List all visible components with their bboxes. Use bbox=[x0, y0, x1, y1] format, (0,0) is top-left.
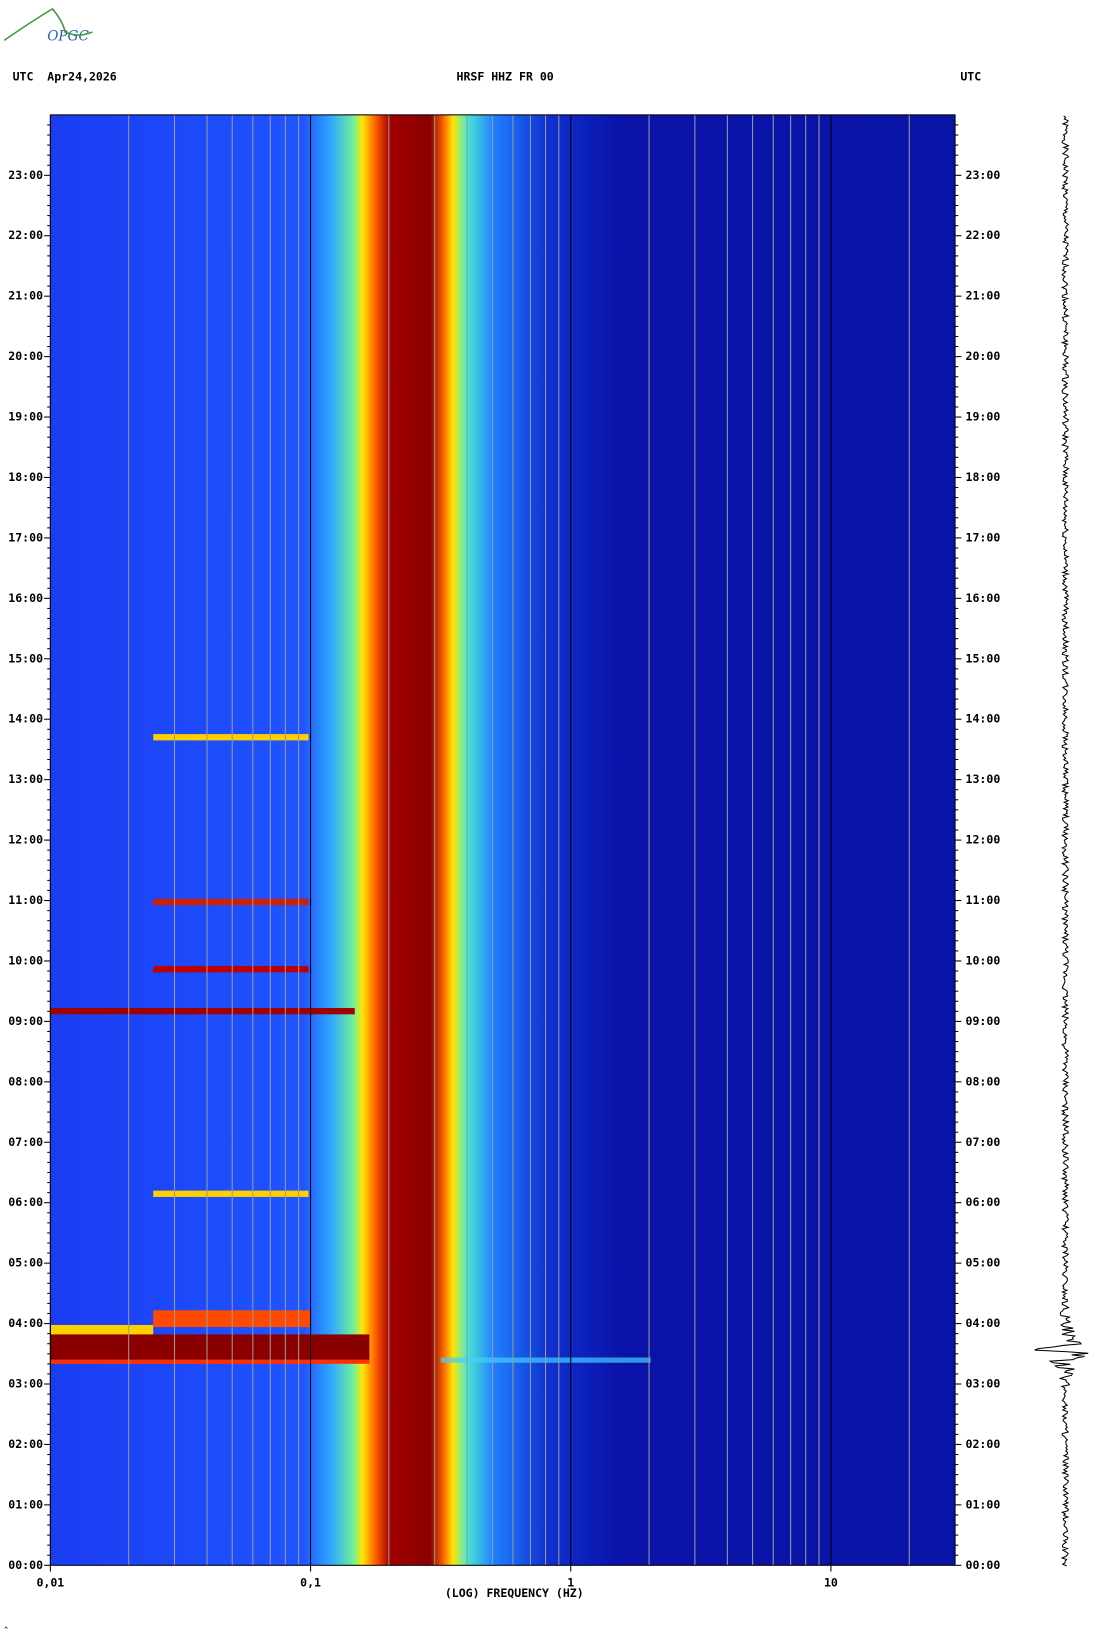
y-tick-label-left: 04:00 bbox=[8, 1316, 43, 1330]
y-tick-label-right: 17:00 bbox=[966, 530, 1001, 544]
y-tick-label-right: 08:00 bbox=[966, 1074, 1001, 1088]
y-tick-label-left: 20:00 bbox=[8, 349, 43, 363]
y-tick-label-left: 11:00 bbox=[8, 893, 43, 907]
x-tick-label: 1 bbox=[567, 1576, 574, 1590]
event-band bbox=[153, 1190, 309, 1197]
header-right: UTC bbox=[960, 70, 981, 84]
y-tick-label-right: 05:00 bbox=[966, 1256, 1001, 1270]
y-tick-label-left: 05:00 bbox=[8, 1256, 43, 1270]
event-band bbox=[50, 1334, 370, 1362]
grid bbox=[49, 114, 910, 1566]
logo: OPGC bbox=[47, 29, 89, 45]
x-tick-label: 10 bbox=[824, 1576, 838, 1590]
y-tick-label-right: 16:00 bbox=[966, 591, 1001, 605]
y-tick-label-right: 12:00 bbox=[966, 833, 1001, 847]
y-tick-label-left: 08:00 bbox=[8, 1074, 43, 1088]
y-tick-label-left: 14:00 bbox=[8, 712, 43, 726]
y-tick-label-right: 10:00 bbox=[966, 953, 1001, 967]
y-tick-label-left: 23:00 bbox=[8, 168, 43, 182]
event-band bbox=[153, 734, 309, 741]
y-tick-label-left: 09:00 bbox=[8, 1014, 43, 1028]
y-tick-label-left: 06:00 bbox=[8, 1195, 43, 1209]
axes: 0,01 0,1 1 10 00:00 00:00 01:00 01:00 02:00 02:00… bbox=[8, 114, 1001, 1590]
y-tick-label-right: 02:00 bbox=[966, 1437, 1001, 1451]
y-tick-label-right: 22:00 bbox=[966, 228, 1001, 242]
y-tick-label-right: 07:00 bbox=[966, 1135, 1001, 1149]
y-tick-label-left: 03:00 bbox=[8, 1377, 43, 1391]
y-tick-label-left: 15:00 bbox=[8, 651, 43, 665]
y-tick-label-right: 23:00 bbox=[966, 168, 1001, 182]
event-band bbox=[153, 898, 309, 906]
y-tick-label-left: 18:00 bbox=[8, 470, 43, 484]
y-tick-label-right: 15:00 bbox=[966, 651, 1001, 665]
y-tick-label-left: 12:00 bbox=[8, 833, 43, 847]
event-bands bbox=[50, 734, 651, 1364]
y-tick-label-right: 01:00 bbox=[966, 1497, 1001, 1511]
y-tick-label-left: 21:00 bbox=[8, 289, 43, 303]
event-band bbox=[50, 1359, 370, 1364]
plot-frame bbox=[49, 114, 956, 1566]
y-tick-label-right: 06:00 bbox=[966, 1195, 1001, 1209]
y-tick-label-right: 19:00 bbox=[966, 410, 1001, 424]
header-center: HRSF HHZ FR 00 bbox=[457, 70, 554, 84]
y-tick-label-right: 21:00 bbox=[966, 289, 1001, 303]
header-left: UTC Apr24,2026 bbox=[13, 70, 117, 84]
y-tick-label-right: 04:00 bbox=[966, 1316, 1001, 1330]
y-tick-label-left: 22:00 bbox=[8, 228, 43, 242]
seismogram-trace bbox=[1034, 115, 1089, 1567]
y-tick-label-left: 10:00 bbox=[8, 953, 43, 967]
event-band bbox=[50, 1008, 355, 1015]
y-tick-label-right: 13:00 bbox=[966, 772, 1001, 786]
footer-mark: ^ bbox=[4, 1626, 8, 1633]
y-tick-label-right: 14:00 bbox=[966, 712, 1001, 726]
x-axis-label: (LOG) FREQUENCY (HZ) bbox=[445, 1586, 584, 1600]
y-tick-label-right: 18:00 bbox=[966, 470, 1001, 484]
y-tick-label-right: 20:00 bbox=[966, 349, 1001, 363]
y-tick-label-left: 02:00 bbox=[8, 1437, 43, 1451]
y-tick-label-left: 13:00 bbox=[8, 772, 43, 786]
y-tick-label-left: 00:00 bbox=[8, 1558, 43, 1572]
x-tick-label: 0,01 bbox=[36, 1576, 64, 1590]
y-tick-label-right: 03:00 bbox=[966, 1377, 1001, 1391]
y-tick-label-left: 16:00 bbox=[8, 591, 43, 605]
logo-swoosh bbox=[3, 7, 93, 41]
y-tick-label-right: 09:00 bbox=[966, 1014, 1001, 1028]
y-tick-label-left: 19:00 bbox=[8, 410, 43, 424]
y-tick-label-left: 01:00 bbox=[8, 1497, 43, 1511]
y-tick-label-left: 07:00 bbox=[8, 1135, 43, 1149]
y-tick-label-right: 11:00 bbox=[966, 893, 1001, 907]
event-band bbox=[153, 966, 309, 973]
event-band bbox=[50, 1324, 154, 1335]
y-tick-label-right: 00:00 bbox=[966, 1558, 1001, 1572]
x-tick-label: 0,1 bbox=[300, 1576, 321, 1590]
y-tick-label-left: 17:00 bbox=[8, 530, 43, 544]
